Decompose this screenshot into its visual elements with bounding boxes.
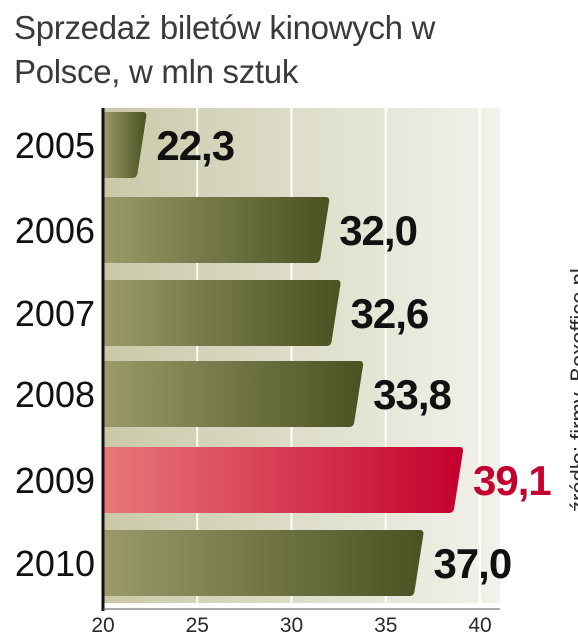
bar-2005 xyxy=(103,112,147,178)
bar-2007 xyxy=(103,280,341,346)
chart-title: Sprzedaż biletów kinowych w Polsce, w ml… xyxy=(14,9,436,90)
bar-2006 xyxy=(103,197,330,263)
value-label-2005: 22,3 xyxy=(156,122,234,169)
tick-label-35: 35 xyxy=(374,614,397,637)
bar-2008 xyxy=(103,361,364,427)
value-label-2008: 33,8 xyxy=(373,371,451,418)
tick-label-30: 30 xyxy=(280,614,303,637)
tick-label-20: 20 xyxy=(91,614,114,637)
category-label-2008: 2008 xyxy=(15,374,95,415)
plot-background xyxy=(103,108,500,603)
value-label-2010: 37,0 xyxy=(433,540,511,587)
category-label-2007: 2007 xyxy=(15,293,95,334)
category-label-2009: 2009 xyxy=(15,460,95,501)
source-note: źródło: firmy, Boxoffice.pl. xyxy=(566,262,578,512)
bar-2010 xyxy=(103,530,424,596)
category-label-2006: 2006 xyxy=(15,210,95,251)
category-label-2005: 2005 xyxy=(15,125,95,166)
value-label-2009: 39,1 xyxy=(473,457,551,504)
tick-label-25: 25 xyxy=(186,614,209,637)
value-label-2007: 32,6 xyxy=(351,290,429,337)
tick-label-40: 40 xyxy=(468,614,491,637)
value-label-2006: 32,0 xyxy=(339,207,417,254)
category-label-2010: 2010 xyxy=(15,543,95,584)
bar-2009 xyxy=(103,447,464,513)
